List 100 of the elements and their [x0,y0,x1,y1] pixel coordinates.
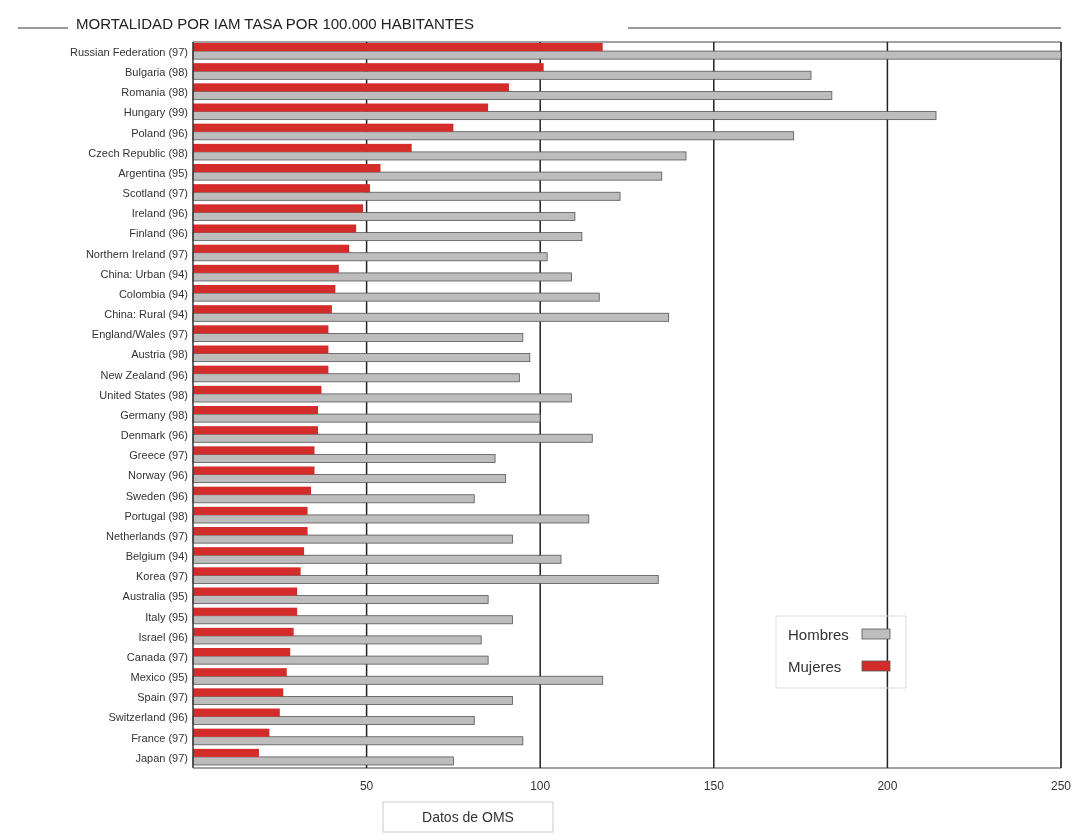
bar [193,385,322,394]
bar [193,63,544,72]
bar [192,655,489,665]
bar [192,191,621,201]
bar [192,333,524,342]
bar [193,184,371,193]
bar [192,312,670,322]
chart-title: MORTALIDAD POR IAM TASA POR 100.000 HABITANTES [76,15,474,32]
bar [192,91,833,100]
bar [192,232,583,242]
bar [193,748,259,757]
y-tick-label: Poland (96) [131,126,188,139]
bar [192,756,454,766]
y-tick-label: Australia (95) [122,590,188,603]
y-tick-label: Sweden (96) [125,489,188,502]
bar [192,272,572,282]
bar [193,406,318,415]
y-tick-label: Northern Ireland (97) [85,247,188,260]
legend-label: Mujeres [788,658,842,675]
y-tick-label: Belgium (94) [125,550,188,563]
bar [193,527,308,536]
y-tick-label: New Zealand (96) [100,368,188,381]
bar [193,648,291,657]
bar [192,252,548,262]
bar [192,373,520,383]
bar [193,708,280,717]
bar [193,164,381,173]
y-tick-label: Germany (98) [120,408,188,421]
bar [193,43,603,52]
bar [193,204,364,213]
x-tick-label: 250 [1050,779,1072,793]
y-tick-label: Bulgaria (98) [125,66,188,79]
legend-label: Hombres [788,626,849,643]
y-tick-label: China: Urban (94) [100,267,188,280]
y-tick-label: Czech Republic (98) [88,146,188,159]
bar [193,627,294,636]
y-tick-label: Austria (98) [131,348,188,361]
bar [193,305,332,314]
bar [193,486,312,495]
y-tick-label: Netherlands (97) [106,529,188,542]
y-tick-label: Israel (96) [138,630,188,643]
y-tick-label: Italy (95) [145,610,188,623]
bar [193,103,489,112]
y-tick-label: England/Wales (97) [91,328,188,341]
x-tick-label: 200 [877,779,898,793]
bar [192,171,663,181]
y-tick-label: Denmark (96) [120,429,188,442]
bar [193,123,454,132]
y-tick-label: Spain (97) [137,691,188,704]
bar [193,466,315,475]
bar [193,728,270,737]
bar [192,595,489,605]
y-tick-label: Argentina (95) [118,166,188,179]
bar [192,353,531,363]
bar [192,454,496,463]
bar [193,285,336,294]
y-tick-label: Romania (98) [121,86,188,99]
bar [193,345,329,354]
bar [192,736,524,746]
y-tick-label: Switzerland (96) [108,711,188,724]
x-tick-label: 100 [530,779,551,793]
y-tick-label: France (97) [131,731,188,744]
bar [193,244,350,253]
bar [192,393,572,403]
y-tick-label: Portugal (98) [124,509,188,522]
bar [192,212,576,221]
bar [192,675,604,685]
y-tick-label: Ireland (96) [131,207,188,220]
bar [192,292,600,302]
bar [193,83,509,92]
bar [192,534,513,544]
bar [193,143,412,152]
y-tick-label: Greece (97) [129,449,188,462]
y-tick-label: Japan (97) [135,751,188,764]
bar [192,151,687,161]
x-tick-label: 150 [703,779,725,793]
y-tick-label: Canada (97) [126,650,188,663]
bar [192,696,513,705]
y-tick-label: Norway (96) [128,469,188,482]
y-tick-label: China: Rural (94) [104,308,188,321]
y-tick-label: Colombia (94) [118,287,188,300]
bar [193,567,301,576]
bar [192,50,1062,60]
bar [193,365,329,374]
y-tick-label: Finland (96) [129,227,188,240]
bar [193,224,357,233]
y-tick-label: Hungary (99) [123,106,188,119]
bar [193,446,315,455]
y-tick-label: Scotland (97) [122,187,188,200]
bar [192,554,562,564]
bar [192,131,795,141]
y-tick-label: Korea (97) [136,570,188,583]
bar [192,413,541,423]
bar [193,607,298,616]
bar [193,325,329,334]
bar [192,514,590,524]
y-tick-label: Mexico (95) [130,671,188,684]
bar [192,575,659,584]
bar [193,668,287,677]
bar [192,716,475,726]
